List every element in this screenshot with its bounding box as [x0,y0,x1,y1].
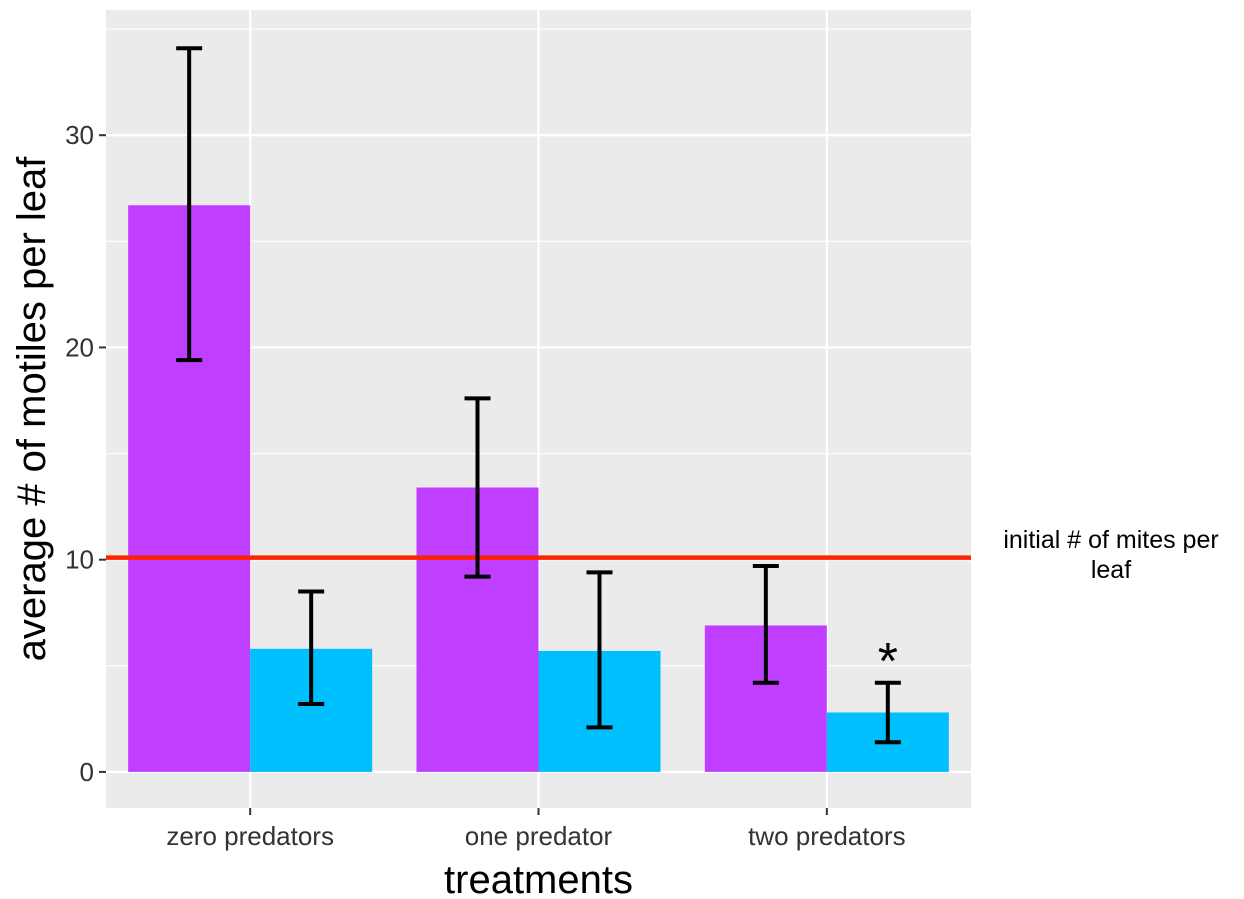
x-axis: zero predators one predator two predators [166,808,906,851]
significance-asterisk: * [878,633,898,691]
reference-line-label: initial # of mites per leaf [1003,525,1219,584]
x-tick-label: two predators [748,821,906,851]
error-bar [752,564,779,685]
error-bar [586,570,613,730]
x-tick-label: zero predators [166,821,334,851]
error-bar [298,589,325,707]
y-tick-label: 10 [65,545,94,575]
error-bar [176,46,203,363]
y-tick-label: 0 [80,757,94,787]
error-bars [176,46,901,745]
error-bar [874,680,901,745]
x-axis-title: treatments [444,858,633,899]
y-tick-label: 20 [65,332,94,362]
y-axis-title: average # of motiles per leaf [10,156,54,662]
annotations: * [878,633,898,691]
y-axis: 0 10 20 30 [65,120,106,787]
error-bar [464,396,491,579]
x-tick-label: one predator [465,821,613,851]
y-tick-label: 30 [65,120,94,150]
